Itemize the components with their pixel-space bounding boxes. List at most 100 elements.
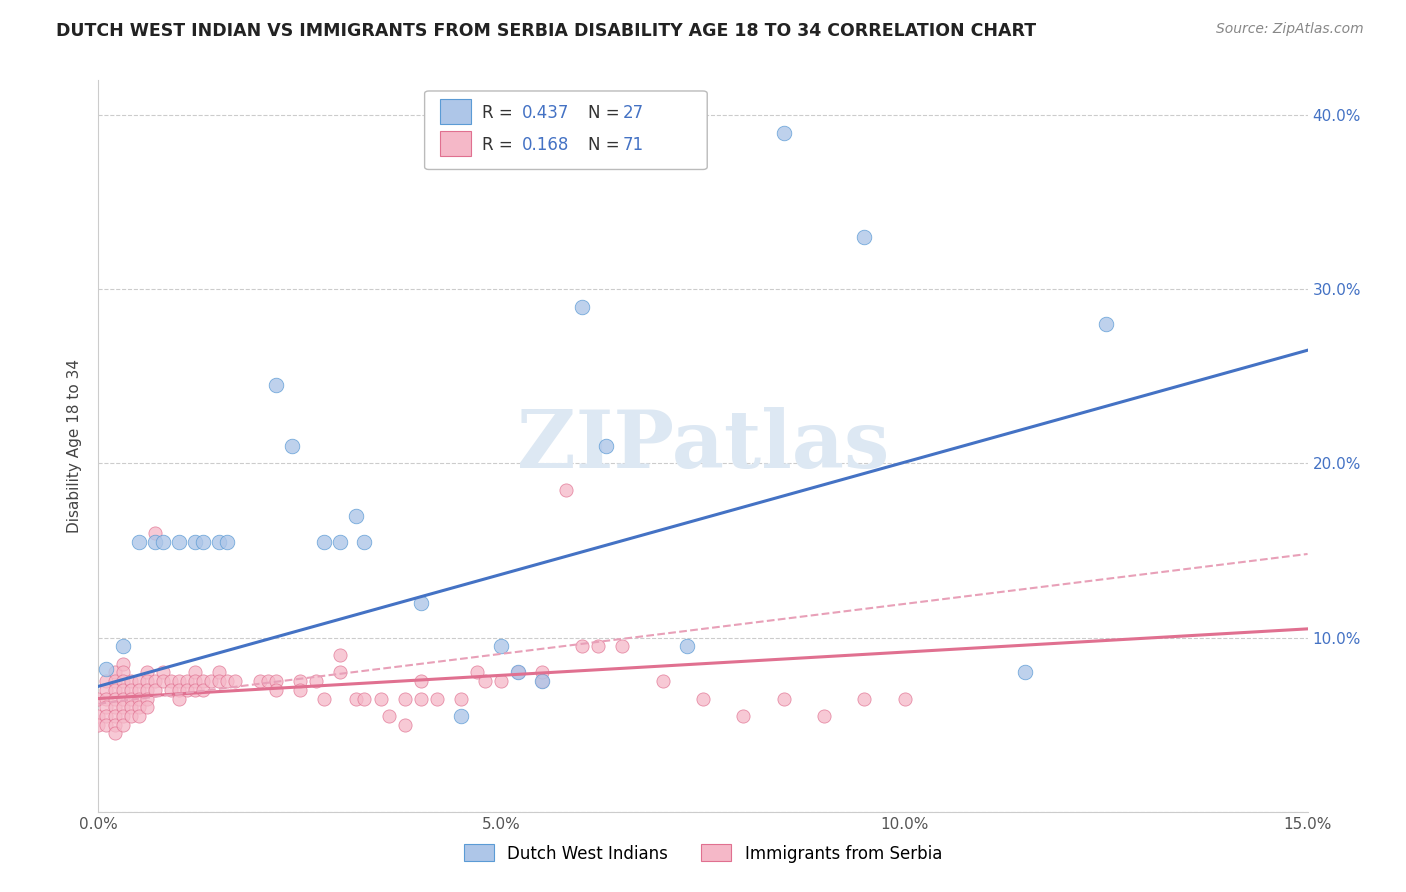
Point bbox=[370, 691, 392, 706]
Point bbox=[217, 674, 239, 689]
Point bbox=[676, 640, 699, 654]
Point bbox=[135, 665, 157, 680]
Point bbox=[474, 674, 496, 689]
Point bbox=[184, 682, 207, 697]
Point bbox=[264, 682, 287, 697]
Legend: Dutch West Indians, Immigrants from Serbia: Dutch West Indians, Immigrants from Serb… bbox=[457, 838, 949, 869]
Text: N =: N = bbox=[588, 136, 624, 154]
Point bbox=[193, 534, 215, 549]
Y-axis label: Disability Age 18 to 34: Disability Age 18 to 34 bbox=[67, 359, 83, 533]
Point bbox=[96, 662, 118, 676]
Point bbox=[249, 674, 271, 689]
Text: R =: R = bbox=[482, 136, 519, 154]
Point bbox=[103, 717, 125, 731]
Point bbox=[692, 691, 714, 706]
Point bbox=[491, 674, 513, 689]
Point bbox=[813, 709, 835, 723]
Point bbox=[329, 665, 352, 680]
Point bbox=[111, 657, 134, 671]
Point bbox=[465, 665, 488, 680]
Text: 0.437: 0.437 bbox=[522, 104, 569, 122]
Text: 71: 71 bbox=[623, 136, 644, 154]
Point bbox=[344, 508, 367, 523]
Point bbox=[103, 665, 125, 680]
Text: Source: ZipAtlas.com: Source: ZipAtlas.com bbox=[1216, 22, 1364, 37]
Point bbox=[288, 674, 311, 689]
Point bbox=[288, 682, 311, 697]
Point bbox=[143, 682, 166, 697]
Point bbox=[314, 534, 336, 549]
Point bbox=[184, 665, 207, 680]
Point bbox=[305, 674, 328, 689]
Point bbox=[135, 700, 157, 714]
Point bbox=[111, 674, 134, 689]
Point bbox=[208, 665, 231, 680]
Point bbox=[160, 682, 183, 697]
Point bbox=[377, 709, 399, 723]
Point bbox=[111, 717, 134, 731]
Point bbox=[264, 378, 287, 392]
Point bbox=[353, 534, 375, 549]
Point bbox=[344, 691, 367, 706]
Point bbox=[506, 665, 529, 680]
Point bbox=[530, 674, 553, 689]
Point bbox=[103, 691, 125, 706]
Point bbox=[530, 665, 553, 680]
Point bbox=[409, 596, 432, 610]
Point bbox=[506, 665, 529, 680]
Point bbox=[128, 700, 150, 714]
Text: 0.168: 0.168 bbox=[522, 136, 569, 154]
Point bbox=[135, 674, 157, 689]
Point bbox=[128, 674, 150, 689]
Point bbox=[651, 674, 673, 689]
Point bbox=[394, 717, 416, 731]
Point bbox=[571, 300, 593, 314]
Point bbox=[450, 691, 472, 706]
Point bbox=[491, 640, 513, 654]
Point bbox=[394, 691, 416, 706]
Point bbox=[128, 709, 150, 723]
Point bbox=[409, 691, 432, 706]
Point bbox=[200, 674, 222, 689]
Point bbox=[612, 640, 634, 654]
Point bbox=[193, 674, 215, 689]
Point bbox=[96, 700, 118, 714]
Point bbox=[160, 674, 183, 689]
Point bbox=[217, 534, 239, 549]
Point bbox=[1014, 665, 1036, 680]
Point bbox=[224, 674, 246, 689]
Point bbox=[103, 700, 125, 714]
Point bbox=[184, 674, 207, 689]
Point bbox=[595, 439, 617, 453]
Point bbox=[103, 726, 125, 740]
Point bbox=[353, 691, 375, 706]
Point bbox=[128, 534, 150, 549]
Point bbox=[314, 691, 336, 706]
Point bbox=[96, 674, 118, 689]
Point bbox=[111, 640, 134, 654]
Point bbox=[530, 674, 553, 689]
Point bbox=[135, 682, 157, 697]
Point bbox=[853, 230, 876, 244]
Point bbox=[96, 682, 118, 697]
Point bbox=[450, 709, 472, 723]
Point bbox=[167, 691, 190, 706]
Point bbox=[208, 674, 231, 689]
Text: ZIPatlas: ZIPatlas bbox=[517, 407, 889, 485]
Point bbox=[103, 682, 125, 697]
Point bbox=[152, 674, 174, 689]
Point bbox=[152, 665, 174, 680]
Point bbox=[128, 691, 150, 706]
Text: R =: R = bbox=[482, 104, 519, 122]
Point bbox=[176, 682, 198, 697]
Point bbox=[87, 717, 110, 731]
Point bbox=[571, 640, 593, 654]
Point bbox=[120, 700, 142, 714]
Point bbox=[103, 674, 125, 689]
Point bbox=[103, 709, 125, 723]
Point bbox=[426, 691, 449, 706]
Point bbox=[176, 674, 198, 689]
Point bbox=[733, 709, 755, 723]
Point bbox=[264, 674, 287, 689]
Point bbox=[853, 691, 876, 706]
